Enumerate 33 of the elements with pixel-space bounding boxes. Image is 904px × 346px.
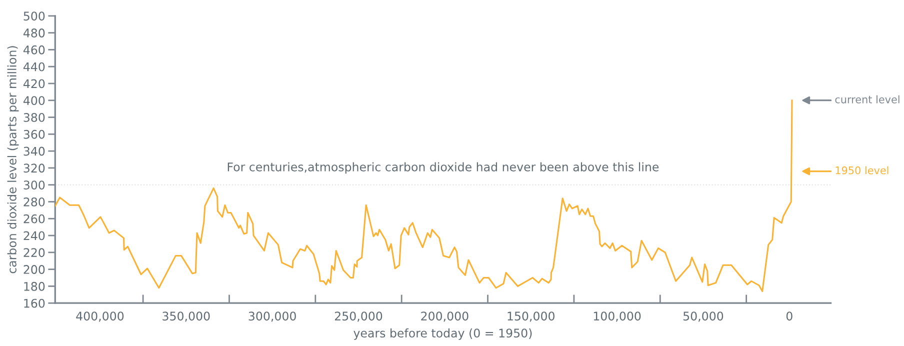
y-tick-label: 420 xyxy=(23,79,45,88)
y-tick-label: 220 xyxy=(24,248,45,258)
y-tick-label: 500 xyxy=(24,12,45,21)
y-tick-label: 200 xyxy=(24,265,45,274)
x-axis-title: years before today (0 = 1950) xyxy=(354,328,532,340)
text: 1950 level xyxy=(836,166,888,174)
y-tick-label: 380 xyxy=(24,112,45,122)
y-tick-label: 460 xyxy=(23,45,45,54)
y-tick-label: 280 xyxy=(24,197,45,206)
x-tick-label: 250,000 xyxy=(334,312,382,322)
x-tick-label: 100,000 xyxy=(594,312,641,322)
y-tick-label: 480 xyxy=(23,28,45,38)
y-tick-label: 180 xyxy=(24,282,45,291)
line-series xyxy=(55,100,793,292)
y-tick-label: 320 xyxy=(24,164,45,173)
y-tick-label: 240 xyxy=(24,231,45,240)
text: current level xyxy=(835,95,900,104)
x-tick-label: 200,000 xyxy=(421,312,468,322)
y-axis-title: carbon dioxide level (parts per million) xyxy=(7,46,19,274)
y-tick-label: 400 xyxy=(23,96,45,106)
ref-line-label: For centuries,atmospheric carbon dioxide had never been above this line xyxy=(228,162,659,174)
y-tick-label: 300 xyxy=(24,180,45,190)
x-tick-label: 350,000 xyxy=(162,312,210,322)
y-tick-label: 360 xyxy=(24,130,45,139)
y-tick-label: 440 xyxy=(23,62,45,72)
x-tick-label: 0 xyxy=(786,312,792,321)
x-tick-label: 150,000 xyxy=(508,312,554,322)
x-tick-label: 50,000 xyxy=(683,312,724,322)
x-tick-label: 300,000 xyxy=(248,312,296,322)
y-tick-label: 260 xyxy=(24,214,45,224)
y-tick-label: 340 xyxy=(24,146,45,156)
x-tick-label: 400,000 xyxy=(76,312,124,322)
y-tick-label: 160 xyxy=(24,298,45,308)
